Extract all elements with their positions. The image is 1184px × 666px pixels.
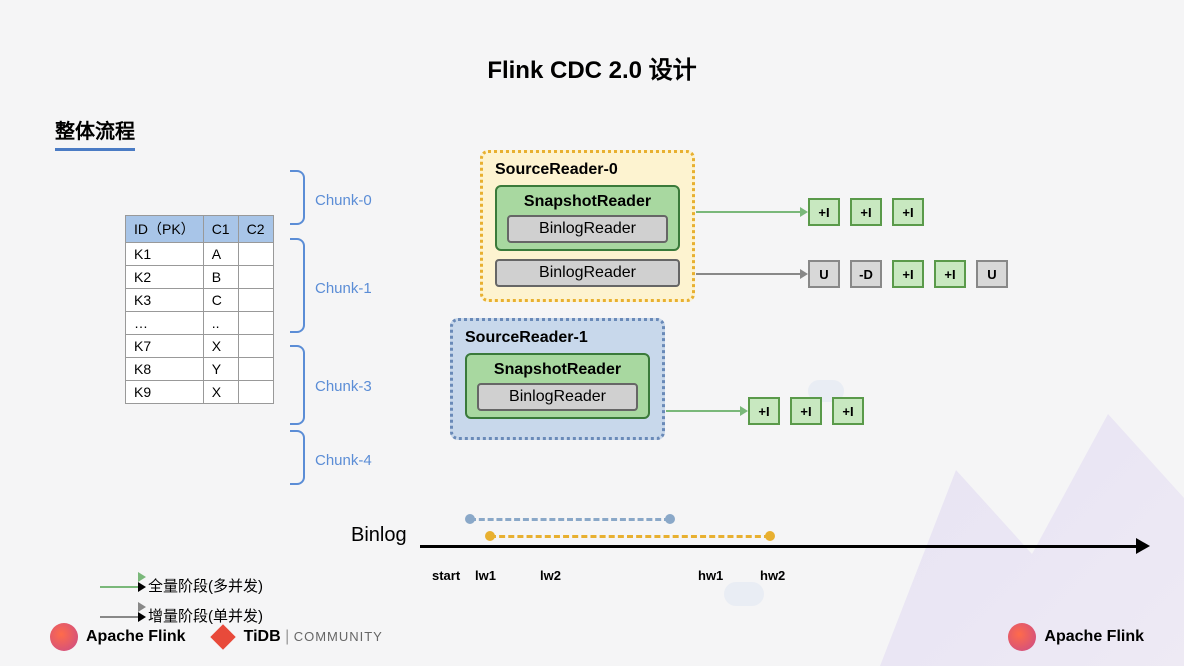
flink-logo-icon	[1008, 623, 1036, 651]
binlog-reader-standalone: BinlogReader	[495, 259, 680, 287]
legend-line-icon	[100, 586, 140, 588]
source-reader-box: SourceReader-1 SnapshotReader BinlogReader	[450, 318, 665, 440]
chunk-bracket	[290, 170, 305, 225]
reader-title: SourceReader-0	[495, 161, 680, 179]
chunk-label: Chunk-4	[315, 452, 372, 469]
flink-label: Apache Flink	[1044, 628, 1144, 646]
table-row: K1A	[126, 243, 274, 266]
arrow-line	[666, 410, 740, 412]
event-box: U	[808, 260, 840, 288]
data-table: ID（PK）C1C2 K1AK2BK3C…..K7XK8YK9X	[125, 215, 274, 404]
event-box: +I	[790, 397, 822, 425]
table-row: K2B	[126, 266, 274, 289]
binlog-reader-inner: BinlogReader	[477, 383, 638, 411]
timeline-mark: hw1	[698, 568, 723, 583]
table-row: …..	[126, 312, 274, 335]
snapshot-label: SnapshotReader	[477, 361, 638, 379]
event-box: +I	[850, 198, 882, 226]
event-box: +I	[832, 397, 864, 425]
dash-line	[490, 535, 770, 538]
event-box: +I	[748, 397, 780, 425]
table-row: K8Y	[126, 358, 274, 381]
tidb-logo-icon	[210, 624, 235, 649]
flink-logo-icon	[50, 623, 78, 651]
legend-text: 全量阶段(多并发)	[148, 578, 263, 595]
arrow-head-icon	[740, 406, 748, 416]
event-box: +I	[892, 260, 924, 288]
table-row: K7X	[126, 335, 274, 358]
footer-right: Apache Flink	[1008, 623, 1144, 651]
table-header: C1	[203, 216, 238, 243]
timeline-mark: lw2	[540, 568, 561, 583]
table-row: K9X	[126, 381, 274, 404]
tidb-label: TiDB	[244, 628, 281, 645]
dot-icon	[665, 514, 675, 524]
event-box: +I	[808, 198, 840, 226]
event-box: +I	[892, 198, 924, 226]
dash-line	[470, 518, 670, 521]
arrow-line	[696, 211, 800, 213]
chunk-bracket	[290, 430, 305, 485]
chunk-label: Chunk-0	[315, 192, 372, 209]
table-row: K3C	[126, 289, 274, 312]
community-label: COMMUNITY	[294, 629, 383, 644]
chunk-bracket	[290, 345, 305, 425]
event-box: +I	[934, 260, 966, 288]
table-header: C2	[238, 216, 273, 243]
timeline-mark: lw1	[475, 568, 496, 583]
chunk-label: Chunk-3	[315, 378, 372, 395]
binlog-reader-inner: BinlogReader	[507, 215, 668, 243]
snapshot-label: SnapshotReader	[507, 193, 668, 211]
snapshot-reader-box: SnapshotReader BinlogReader	[495, 185, 680, 251]
page-title: Flink CDC 2.0 设计	[0, 0, 1184, 85]
arrow-line	[696, 273, 800, 275]
table-header: ID（PK）	[126, 216, 204, 243]
event-box: -D	[850, 260, 882, 288]
event-box: U	[976, 260, 1008, 288]
chunk-bracket	[290, 238, 305, 333]
dot-icon	[765, 531, 775, 541]
snapshot-reader-box: SnapshotReader BinlogReader	[465, 353, 650, 419]
legend-item: 全量阶段(多并发)	[100, 575, 263, 596]
timeline-mark: hw2	[760, 568, 785, 583]
legend-line-icon	[100, 616, 140, 618]
chunk-label: Chunk-1	[315, 280, 372, 297]
reader-title: SourceReader-1	[465, 329, 650, 347]
dot-icon	[485, 531, 495, 541]
dot-icon	[465, 514, 475, 524]
footer-left: Apache Flink TiDB | COMMUNITY	[50, 623, 383, 651]
arrow-head-icon	[800, 269, 808, 279]
section-title: 整体流程	[55, 115, 135, 151]
timeline-axis	[420, 545, 1138, 548]
flink-label: Apache Flink	[86, 628, 186, 646]
arrow-head-icon	[800, 207, 808, 217]
cloud-deco	[724, 582, 764, 606]
timeline-mark: start	[432, 568, 460, 583]
binlog-label: Binlog	[351, 524, 407, 547]
source-reader-box: SourceReader-0 SnapshotReader BinlogReader…	[480, 150, 695, 302]
